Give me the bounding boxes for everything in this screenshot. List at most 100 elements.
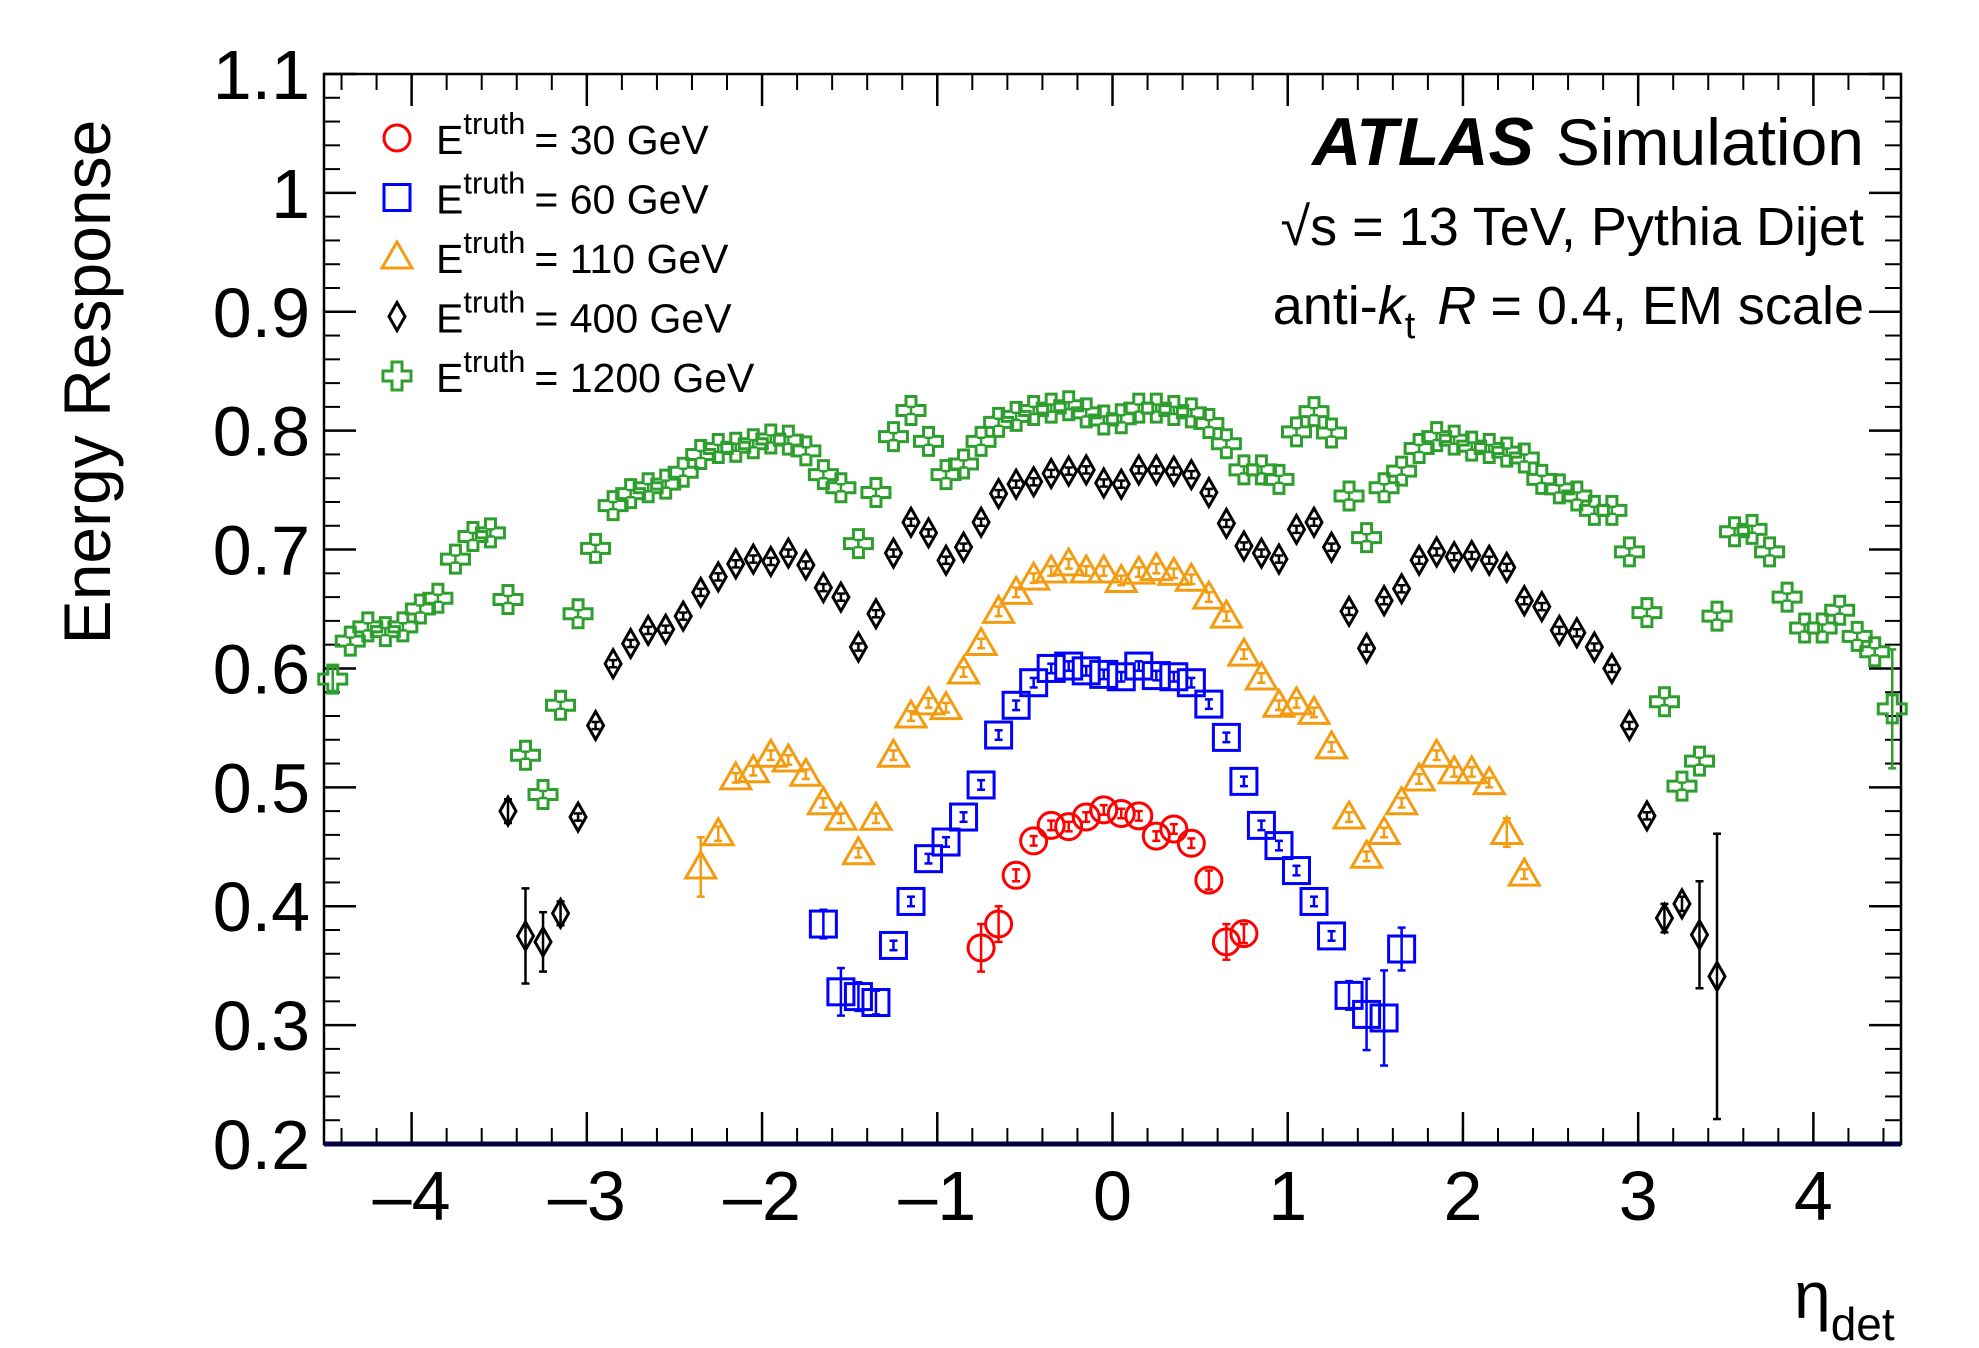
error-bar bbox=[1695, 756, 1704, 766]
x-axis-label-sub: det bbox=[1831, 1298, 1895, 1348]
error-bar bbox=[1204, 591, 1213, 604]
marker-cross bbox=[474, 517, 506, 549]
error-bar bbox=[1292, 427, 1301, 437]
marker-cross bbox=[913, 425, 945, 457]
y-tick-label: 0.5 bbox=[213, 749, 310, 827]
error-bar bbox=[1818, 623, 1827, 633]
marker-cross bbox=[1754, 536, 1786, 568]
marker-square bbox=[1246, 810, 1276, 840]
marker-circle bbox=[1124, 801, 1154, 831]
marker-diamond bbox=[1023, 464, 1044, 499]
marker-triangle bbox=[1331, 799, 1367, 830]
legend-label: Etruth = 60 GeV bbox=[436, 166, 709, 223]
marker-diamond bbox=[585, 708, 606, 743]
error-bar bbox=[521, 887, 530, 985]
marker-diamond bbox=[673, 599, 693, 634]
marker-cross bbox=[1351, 522, 1383, 554]
marker-diamond bbox=[1461, 538, 1482, 573]
marker-triangle bbox=[805, 784, 841, 816]
error-bar bbox=[766, 556, 775, 567]
legend-name: = 30 GeV bbox=[534, 117, 709, 163]
marker-cross bbox=[381, 360, 413, 392]
y-tick-label: 0.9 bbox=[213, 274, 310, 352]
legend-label: Etruth = 1200 GeV bbox=[436, 344, 755, 401]
error-bar bbox=[889, 939, 898, 952]
error-bar bbox=[1134, 809, 1143, 822]
error-bar bbox=[1362, 977, 1371, 1052]
marker-square bbox=[1334, 980, 1364, 1010]
marker-triangle bbox=[1051, 545, 1087, 577]
error-bar bbox=[1274, 839, 1283, 852]
error-bar bbox=[801, 446, 810, 456]
error-bar bbox=[521, 750, 530, 761]
marker-diamond bbox=[1707, 959, 1727, 994]
error-bar bbox=[1520, 868, 1529, 881]
error-bar bbox=[433, 593, 442, 604]
marker-triangle bbox=[700, 815, 736, 847]
error-bar bbox=[871, 608, 880, 619]
error-bar bbox=[1888, 648, 1897, 770]
legend-superscript: truth bbox=[463, 344, 525, 379]
legend-superscript: truth bbox=[463, 225, 525, 260]
legend-name: = 400 GeV bbox=[534, 296, 732, 342]
error-bar bbox=[1572, 627, 1581, 638]
error-bar bbox=[1187, 837, 1196, 850]
error-bar bbox=[1713, 832, 1722, 1121]
error-bar bbox=[1239, 922, 1248, 945]
error-bar bbox=[1064, 820, 1073, 833]
error-bar bbox=[1485, 776, 1494, 789]
error-bar bbox=[1222, 731, 1231, 744]
algo-prefix: anti- bbox=[1273, 276, 1378, 336]
error-bar bbox=[801, 560, 810, 570]
error-bar bbox=[346, 636, 355, 646]
marker-diamond bbox=[550, 896, 571, 931]
marker-diamond bbox=[1269, 542, 1289, 577]
algo-suffix: = 0.4, EM scale bbox=[1490, 276, 1864, 336]
error-bar bbox=[1362, 643, 1371, 654]
marker-cross bbox=[860, 476, 892, 508]
error-bar bbox=[609, 658, 618, 669]
error-bar bbox=[574, 608, 583, 619]
error-bar bbox=[714, 825, 723, 843]
marker-square bbox=[1001, 690, 1031, 720]
error-bar bbox=[1380, 482, 1389, 493]
marker-triangle bbox=[823, 800, 859, 831]
error-bar bbox=[1257, 671, 1266, 684]
error-bar bbox=[1642, 811, 1651, 821]
marker-square bbox=[914, 844, 944, 874]
marker-diamond bbox=[813, 570, 834, 605]
experiment: ATLAS bbox=[1310, 104, 1534, 180]
error-bar bbox=[959, 542, 968, 552]
marker-diamond bbox=[1356, 631, 1377, 666]
error-bar bbox=[1590, 642, 1599, 652]
error-bar bbox=[416, 604, 425, 614]
error-bar bbox=[1310, 406, 1319, 417]
error-bar bbox=[836, 482, 845, 493]
x-tick-label: –4 bbox=[373, 1157, 451, 1235]
marker-diamond bbox=[866, 596, 886, 631]
error-bar bbox=[1187, 573, 1196, 586]
marker-cross bbox=[492, 583, 524, 615]
error-bar bbox=[539, 789, 548, 800]
error-bar bbox=[924, 528, 933, 538]
y-tick-label: 1.1 bbox=[213, 36, 310, 114]
error-bar bbox=[1169, 670, 1178, 683]
error-bar bbox=[1222, 438, 1231, 449]
marker-square bbox=[1124, 651, 1154, 681]
error-bar bbox=[1380, 969, 1389, 1067]
error-bar bbox=[1152, 830, 1161, 843]
marker-triangle bbox=[840, 834, 877, 866]
marker-diamond bbox=[848, 630, 869, 665]
error-bar bbox=[1099, 668, 1108, 681]
marker-square bbox=[1369, 1003, 1399, 1033]
marker-cross bbox=[1876, 693, 1908, 725]
marker-cross bbox=[1070, 397, 1102, 429]
error-bar bbox=[977, 637, 986, 650]
error-bar bbox=[1415, 443, 1424, 454]
error-bar bbox=[1397, 796, 1406, 809]
marker-square bbox=[1036, 653, 1066, 683]
error-bar bbox=[871, 812, 880, 825]
marker-diamond bbox=[1391, 571, 1412, 606]
marker-diamond bbox=[1409, 543, 1429, 578]
error-bar bbox=[1292, 524, 1301, 535]
